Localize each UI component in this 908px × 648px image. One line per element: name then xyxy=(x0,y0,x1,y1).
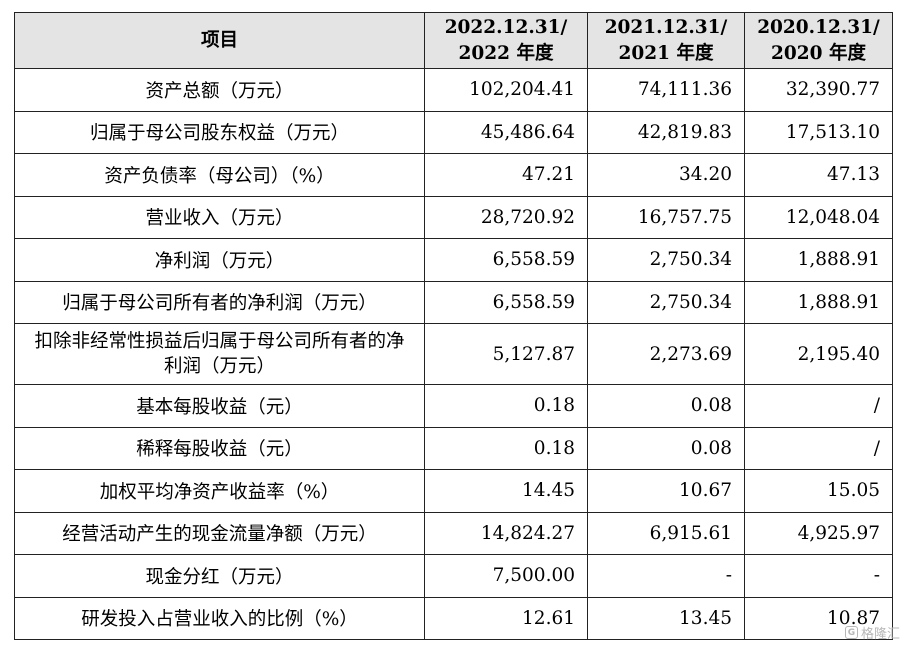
table-row: 资产总额（万元） 102,204.41 74,111.36 32,390.77 xyxy=(14,68,893,112)
value-2022: 14.45 xyxy=(424,469,588,513)
header-2022: 2022.12.31/ 2022 年度 xyxy=(424,12,588,69)
table-row: 加权平均净资产收益率（%） 14.45 10.67 15.05 xyxy=(14,469,893,513)
value-2022: 45,486.64 xyxy=(424,110,588,154)
row-label: 归属于母公司所有者的净利润（万元） xyxy=(14,280,425,324)
value-2020: 32,390.77 xyxy=(744,68,893,112)
value-2020: - xyxy=(744,554,893,598)
table-row: 资产负债率（母公司）（%） 47.21 34.20 47.13 xyxy=(14,153,893,197)
value-2021: 34.20 xyxy=(587,153,745,197)
value-2022: 6,558.59 xyxy=(424,280,588,324)
value-2022: 5,127.87 xyxy=(424,323,588,385)
value-2020: 47.13 xyxy=(744,153,893,197)
row-label: 资产总额（万元） xyxy=(14,68,425,112)
value-2022: 0.18 xyxy=(424,426,588,470)
watermark-text: 格隆汇 xyxy=(860,627,900,642)
value-2022: 47.21 xyxy=(424,153,588,197)
table-row: 净利润（万元） 6,558.59 2,750.34 1,888.91 xyxy=(14,238,893,282)
row-label: 基本每股收益（元） xyxy=(14,384,425,428)
row-label: 扣除非经常性损益后归属于母公司所有者的净利润（万元） xyxy=(14,323,425,385)
value-2022: 102,204.41 xyxy=(424,68,588,112)
value-2020: 1,888.91 xyxy=(744,280,893,324)
value-2022: 12.61 xyxy=(424,596,588,640)
header-2020-date: 2020.12.31/ xyxy=(757,16,880,38)
value-2020: 1,888.91 xyxy=(744,238,893,282)
row-label: 资产负债率（母公司）（%） xyxy=(14,153,425,197)
watermark: G 格隆汇 xyxy=(844,623,900,642)
value-2021: 2,750.34 xyxy=(587,280,745,324)
value-2020: / xyxy=(744,426,893,470)
value-2021: 74,111.36 xyxy=(587,68,745,112)
header-2021-year: 2021 年度 xyxy=(618,42,714,64)
financial-data-table: 项目 2022.12.31/ 2022 年度 2021.12.31/ 2021 … xyxy=(14,12,893,640)
row-label: 归属于母公司股东权益（万元） xyxy=(14,110,425,154)
g-logo-icon: G xyxy=(844,626,858,639)
row-label: 现金分红（万元） xyxy=(14,554,425,598)
header-2021: 2021.12.31/ 2021 年度 xyxy=(587,12,745,69)
row-label: 经营活动产生的现金流量净额（万元） xyxy=(14,511,425,555)
value-2020: 17,513.10 xyxy=(744,110,893,154)
value-2022: 28,720.92 xyxy=(424,195,588,239)
table-header-row: 项目 2022.12.31/ 2022 年度 2021.12.31/ 2021 … xyxy=(14,12,893,69)
table-row: 基本每股收益（元） 0.18 0.08 / xyxy=(14,384,893,428)
row-label: 稀释每股收益（元） xyxy=(14,426,425,470)
row-label: 净利润（万元） xyxy=(14,238,425,282)
value-2021: 2,750.34 xyxy=(587,238,745,282)
table-row: 研发投入占营业收入的比例（%） 12.61 13.45 10.87 xyxy=(14,596,893,640)
row-label: 营业收入（万元） xyxy=(14,195,425,239)
table-row: 现金分红（万元） 7,500.00 - - xyxy=(14,554,893,598)
value-2021: 10.67 xyxy=(587,469,745,513)
header-2021-date: 2021.12.31/ xyxy=(604,16,728,38)
table-row: 归属于母公司股东权益（万元） 45,486.64 42,819.83 17,51… xyxy=(14,110,893,154)
header-2020: 2020.12.31/ 2020 年度 xyxy=(744,12,893,69)
value-2021: - xyxy=(587,554,745,598)
table-row: 稀释每股收益（元） 0.18 0.08 / xyxy=(14,426,893,470)
table-row: 扣除非经常性损益后归属于母公司所有者的净利润（万元） 5,127.87 2,27… xyxy=(14,323,893,385)
row-label: 加权平均净资产收益率（%） xyxy=(14,469,425,513)
header-2022-year: 2022 年度 xyxy=(458,42,554,64)
value-2021: 0.08 xyxy=(587,426,745,470)
value-2020: 12,048.04 xyxy=(744,195,893,239)
value-2021: 0.08 xyxy=(587,384,745,428)
value-2020: 15.05 xyxy=(744,469,893,513)
value-2020: 10.87 xyxy=(744,596,893,640)
value-2020: 4,925.97 xyxy=(744,511,893,555)
value-2021: 16,757.75 xyxy=(587,195,745,239)
value-2022: 0.18 xyxy=(424,384,588,428)
table-row: 营业收入（万元） 28,720.92 16,757.75 12,048.04 xyxy=(14,195,893,239)
value-2021: 6,915.61 xyxy=(587,511,745,555)
row-label: 研发投入占营业收入的比例（%） xyxy=(14,596,425,640)
value-2021: 2,273.69 xyxy=(587,323,745,385)
header-2022-date: 2022.12.31/ xyxy=(444,16,568,38)
value-2021: 13.45 xyxy=(587,596,745,640)
value-2020: 2,195.40 xyxy=(744,323,893,385)
value-2021: 42,819.83 xyxy=(587,110,745,154)
table-row: 经营活动产生的现金流量净额（万元） 14,824.27 6,915.61 4,9… xyxy=(14,511,893,555)
header-2020-year: 2020 年度 xyxy=(771,42,866,64)
header-item: 项目 xyxy=(14,12,425,69)
table-row: 归属于母公司所有者的净利润（万元） 6,558.59 2,750.34 1,88… xyxy=(14,280,893,324)
value-2020: / xyxy=(744,384,893,428)
value-2022: 14,824.27 xyxy=(424,511,588,555)
value-2022: 6,558.59 xyxy=(424,238,588,282)
value-2022: 7,500.00 xyxy=(424,554,588,598)
